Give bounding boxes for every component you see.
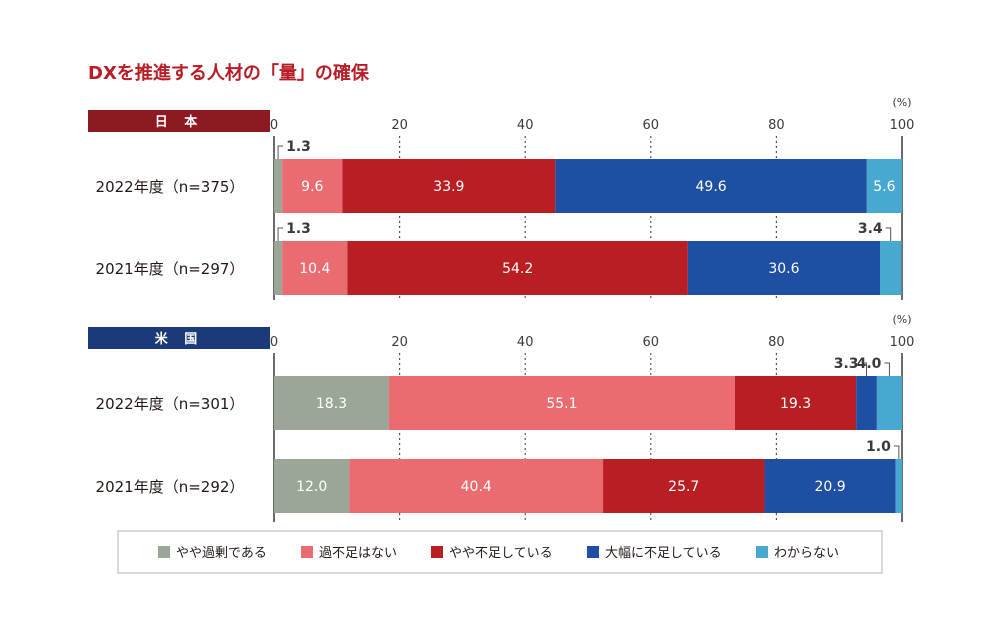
- data-label: 49.6: [696, 179, 727, 195]
- bar-segment: [764, 459, 896, 513]
- legend-swatch: [431, 546, 443, 558]
- legend-label: 過不足はない: [319, 546, 397, 561]
- data-label: 1.3: [286, 221, 311, 237]
- x-tick-label: 20: [391, 118, 408, 133]
- data-label: 33.9: [433, 179, 464, 195]
- group-badge-label: 日 本: [155, 114, 204, 130]
- x-tick-label: 40: [517, 335, 534, 350]
- row-label: 2022年度（n=375）: [96, 178, 245, 196]
- data-label: 20.9: [815, 479, 846, 495]
- legend-swatch: [301, 546, 313, 558]
- bar-segment: [274, 159, 283, 213]
- data-label: 10.4: [299, 261, 330, 277]
- data-label: 19.3: [780, 396, 811, 412]
- data-label: 3.4: [858, 221, 883, 237]
- leader-line: [277, 227, 284, 241]
- data-label: 55.1: [546, 396, 577, 412]
- data-label: 9.6: [301, 179, 323, 195]
- unit-label: (%): [892, 96, 911, 109]
- x-tick-label: 60: [643, 118, 660, 133]
- bar-segment: [342, 159, 556, 213]
- data-label: 3.3: [834, 356, 859, 372]
- chart-title: DXを推進する人材の「量」の確保: [88, 62, 370, 84]
- bar-segment: [880, 241, 902, 295]
- x-tick-label: 80: [768, 118, 785, 133]
- x-tick-label: 40: [517, 118, 534, 133]
- data-label: 18.3: [316, 396, 347, 412]
- leader-line: [884, 362, 890, 376]
- legend-swatch: [756, 546, 768, 558]
- group-2: 米 国 0 20 40 60 80 100 (%) 2022年度（n=301） 18.3 55.1 1…: [88, 313, 914, 522]
- x-tick-label: 0: [270, 118, 278, 133]
- row-label: 2021年度（n=292）: [96, 478, 245, 496]
- legend-label: やや不足している: [449, 546, 553, 561]
- leader-line: [277, 145, 284, 159]
- row-label: 2021年度（n=297）: [96, 260, 245, 278]
- leader-line: [893, 445, 900, 459]
- x-tick-label: 100: [890, 335, 915, 350]
- bar-segment: [687, 241, 881, 295]
- x-tick-label: 100: [890, 118, 915, 133]
- bar-segment: [282, 241, 348, 295]
- leader-line: [885, 227, 892, 241]
- bar-segment: [734, 376, 857, 430]
- bar-segment: [274, 241, 283, 295]
- bar-segment: [282, 159, 343, 213]
- unit-label: (%): [892, 313, 911, 326]
- legend-label: やや過剰である: [176, 546, 267, 561]
- data-label: 12.0: [296, 479, 327, 495]
- group-badge-label: 米 国: [155, 331, 204, 347]
- data-label: 40.4: [461, 479, 492, 495]
- bar-segment: [274, 376, 389, 430]
- data-label: 30.6: [768, 261, 799, 277]
- bar-segment: [866, 159, 902, 213]
- legend-label: わからない: [774, 546, 839, 561]
- data-label: 1.0: [866, 439, 891, 455]
- legend-swatch: [158, 546, 170, 558]
- group-badge: [88, 110, 270, 132]
- data-label: 5.6: [873, 179, 895, 195]
- x-tick-label: 20: [391, 335, 408, 350]
- bar-segment: [274, 459, 350, 513]
- legend-box: [117, 530, 883, 574]
- bar-segment: [388, 376, 735, 430]
- bar-segment: [347, 241, 688, 295]
- x-tick-label: 0: [270, 335, 278, 350]
- group-1: 日 本 0 20 40 60 80 100 (%) 2022年度（n=375） 1.3 9.6 33.…: [88, 96, 914, 300]
- data-label: 54.2: [502, 261, 533, 277]
- bar-segment: [856, 376, 877, 430]
- x-tick-label: 60: [643, 335, 660, 350]
- legend-swatch: [587, 546, 599, 558]
- legend: やや過剰である 過不足はない やや不足している 大幅に不足している わからない: [158, 546, 839, 561]
- bar-segment: [895, 459, 902, 513]
- group-badge: [88, 327, 270, 349]
- data-label: 25.7: [668, 479, 699, 495]
- row-label: 2022年度（n=301）: [96, 395, 245, 413]
- data-label: 1.3: [286, 139, 311, 155]
- bar-segment: [876, 376, 902, 430]
- x-tick-label: 80: [768, 335, 785, 350]
- bar-segment: [349, 459, 604, 513]
- leader-line: [861, 362, 868, 376]
- bar-segment: [603, 459, 765, 513]
- data-label: 4.0: [857, 356, 882, 372]
- legend-label: 大幅に不足している: [605, 546, 722, 561]
- bar-segment: [555, 159, 867, 213]
